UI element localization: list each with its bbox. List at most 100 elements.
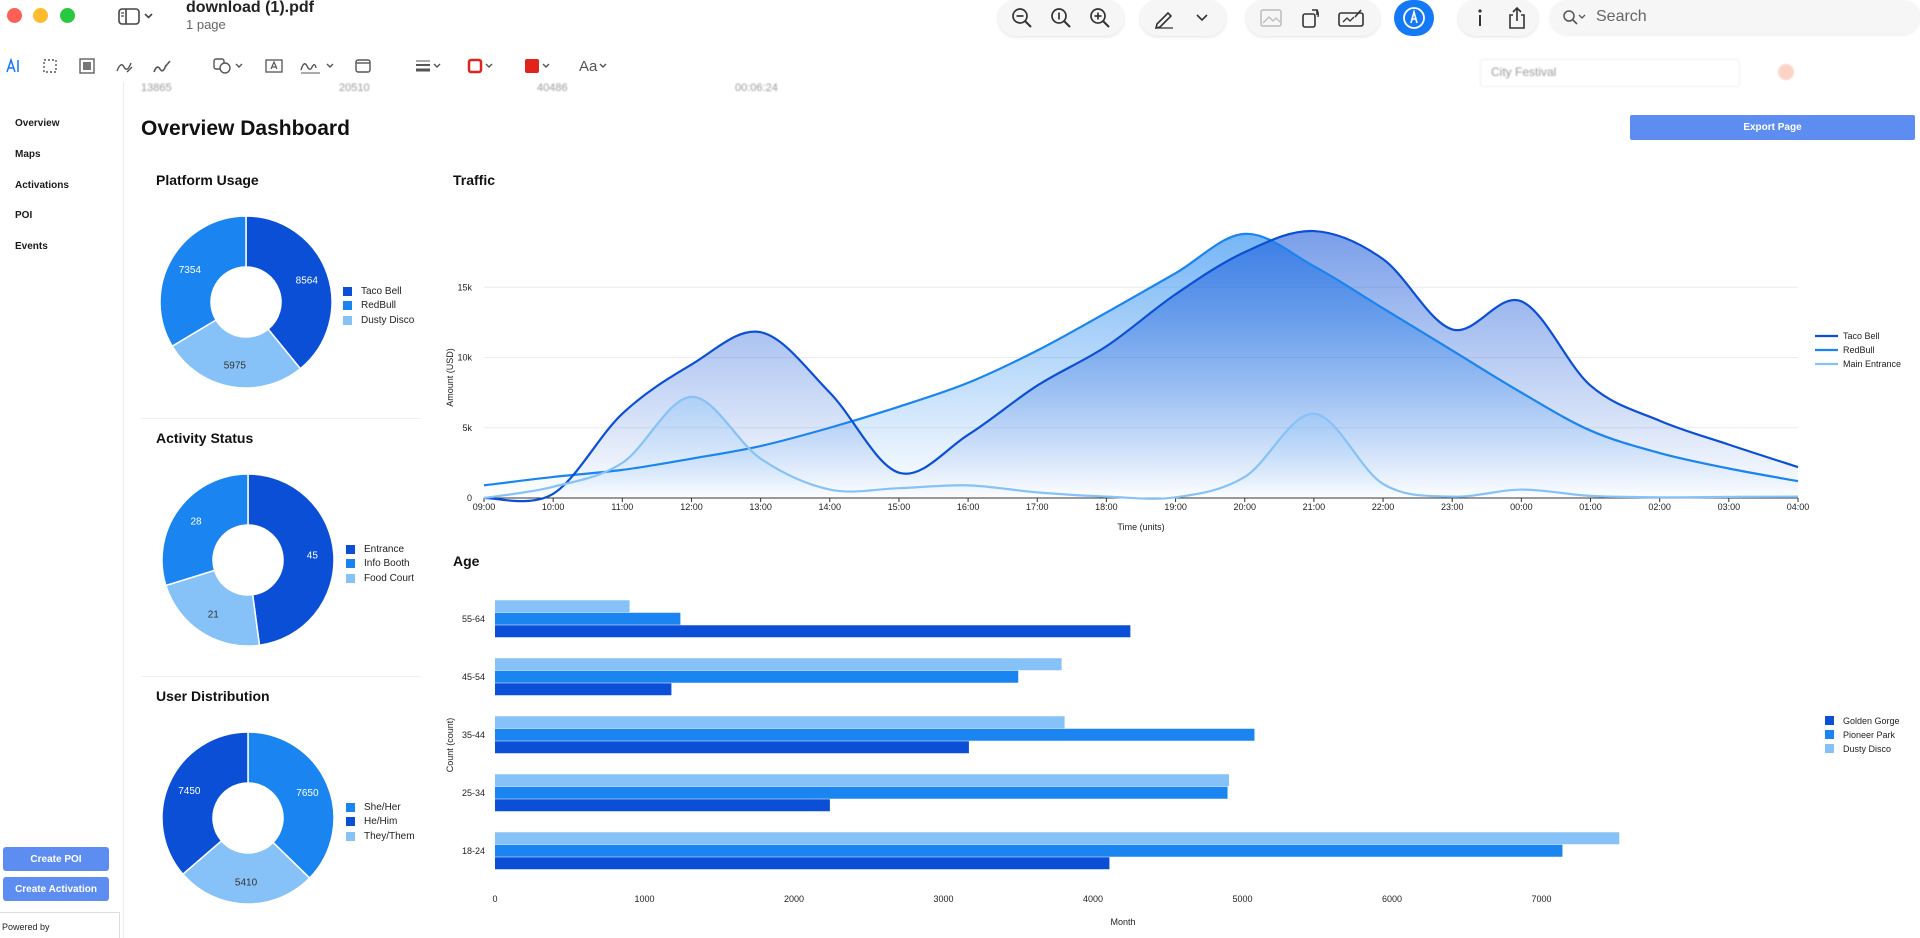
x-tick-label: 4000	[1083, 894, 1103, 904]
border-color-icon	[467, 58, 483, 74]
y-tick-label: 18-24	[462, 846, 485, 856]
sidebar-toggle-button[interactable]	[112, 2, 158, 30]
rectangular-selection-tool[interactable]	[42, 56, 58, 76]
share-button[interactable]	[1505, 3, 1528, 33]
highlight-button[interactable]	[1150, 3, 1178, 33]
legend-label: Main Entrance	[1843, 359, 1901, 369]
y-tick-label: 45-54	[462, 672, 485, 682]
activity-status-title: Activity Status	[156, 430, 254, 446]
pie-slice	[245, 215, 333, 370]
legend-item: RedBull	[343, 300, 396, 311]
legend-swatch	[1825, 716, 1834, 725]
text-cursor-icon	[6, 58, 19, 73]
sign-menu[interactable]	[300, 56, 334, 76]
legend-label: Taco Bell	[361, 286, 402, 297]
highlight-menu-button[interactable]	[1188, 3, 1216, 33]
smart-select-icon	[79, 58, 95, 74]
nav-item-poi[interactable]: POI	[15, 210, 33, 221]
series-line	[483, 229, 1799, 503]
zoom-in-button[interactable]	[1085, 3, 1114, 33]
markup-toolbar-toggle[interactable]	[1394, 0, 1434, 36]
nav-item-activations[interactable]: Activations	[15, 180, 69, 191]
search-input[interactable]	[1596, 8, 1876, 26]
nav-item-maps[interactable]: Maps	[15, 149, 41, 160]
line-style-icon	[416, 60, 430, 72]
line-style-menu[interactable]	[415, 56, 441, 76]
x-tick-label: 10:00	[542, 502, 565, 512]
minimize-window-button[interactable]	[33, 8, 48, 23]
platform-usage-title: Platform Usage	[156, 172, 259, 188]
create-poi-button[interactable]: Create POI	[3, 847, 109, 871]
legend-item: They/Them	[346, 831, 415, 842]
chevron-down-icon	[542, 63, 550, 68]
close-window-button[interactable]	[7, 8, 22, 23]
markup-pen-icon	[1403, 7, 1425, 29]
y-tick-label: 0	[467, 493, 472, 503]
legend-swatch	[1825, 730, 1834, 739]
x-tick-label: 01:00	[1579, 502, 1602, 512]
rotate-button[interactable]	[1296, 3, 1326, 33]
page-tools	[1246, 0, 1380, 36]
page-title: Overview Dashboard	[141, 117, 350, 140]
note-tool[interactable]	[355, 56, 371, 76]
bar	[495, 658, 1062, 671]
x-tick-label: 11:00	[611, 502, 633, 512]
pie-slice	[164, 569, 261, 647]
user-distribution-title: User Distribution	[156, 688, 270, 704]
x-tick-label: 23:00	[1441, 502, 1464, 512]
info-share-group	[1458, 0, 1538, 36]
y-tick-label: 5k	[462, 423, 472, 433]
zoom-window-button[interactable]	[60, 8, 75, 23]
bar	[495, 612, 681, 625]
pie-slice-label: 7354	[179, 265, 202, 276]
export-page-button[interactable]: Export Page	[1630, 115, 1915, 140]
x-tick-label: 22:00	[1372, 502, 1395, 512]
text-selection-tool[interactable]	[6, 56, 22, 76]
legend-swatch	[346, 817, 355, 826]
text-box-tool[interactable]	[265, 56, 283, 76]
pen-icon	[1154, 11, 1173, 29]
sign-button[interactable]	[1336, 3, 1366, 33]
legend-label: Entrance	[364, 544, 405, 555]
chevron-down-icon	[326, 63, 334, 68]
sketch-tool[interactable]	[116, 56, 134, 76]
border-color-menu[interactable]	[467, 56, 493, 76]
bar	[495, 670, 1019, 683]
legend-label: Taco Bell	[1843, 331, 1880, 341]
search-field[interactable]	[1550, 0, 1920, 34]
pie-slice	[181, 839, 311, 905]
text-style-menu[interactable]: Aa	[579, 56, 607, 76]
insert-image-button[interactable]	[1256, 3, 1286, 33]
pie-slice-label: 7450	[178, 786, 201, 797]
nav-item-overview[interactable]: Overview	[15, 118, 60, 129]
zoom-out-button[interactable]	[1008, 3, 1037, 33]
nav-item-events[interactable]: Events	[15, 241, 48, 252]
x-axis-label: Time (units)	[1117, 522, 1164, 532]
series-line	[483, 395, 1799, 500]
fill-color-menu[interactable]	[524, 56, 550, 76]
pie-slice	[247, 731, 335, 880]
x-tick-label: 20:00	[1233, 502, 1256, 512]
shapes-menu[interactable]	[213, 56, 243, 76]
instant-alpha-tool[interactable]	[79, 56, 95, 76]
legend-label: She/Her	[364, 802, 401, 813]
bg-stat-1: 13865	[141, 82, 172, 94]
x-tick-label: 7000	[1531, 894, 1551, 904]
x-tick-label: 19:00	[1164, 502, 1187, 512]
x-tick-label: 15:00	[888, 502, 911, 512]
text-style-label: Aa	[579, 57, 598, 75]
actual-size-button[interactable]	[1047, 3, 1076, 33]
bar	[495, 774, 1230, 787]
bar	[495, 741, 969, 754]
activity-status-chart: 45 21 28	[161, 473, 335, 647]
draw-tool[interactable]	[153, 56, 171, 76]
pie-slice-label: 21	[208, 609, 220, 620]
fill-color-icon	[525, 59, 539, 73]
x-tick-label: 17:00	[1026, 502, 1049, 512]
create-activation-button[interactable]: Create Activation	[3, 877, 109, 901]
x-tick-label: 18:00	[1095, 502, 1118, 512]
x-tick-label: 02:00	[1648, 502, 1671, 512]
info-button[interactable]	[1468, 3, 1491, 33]
image-icon	[1260, 9, 1282, 27]
